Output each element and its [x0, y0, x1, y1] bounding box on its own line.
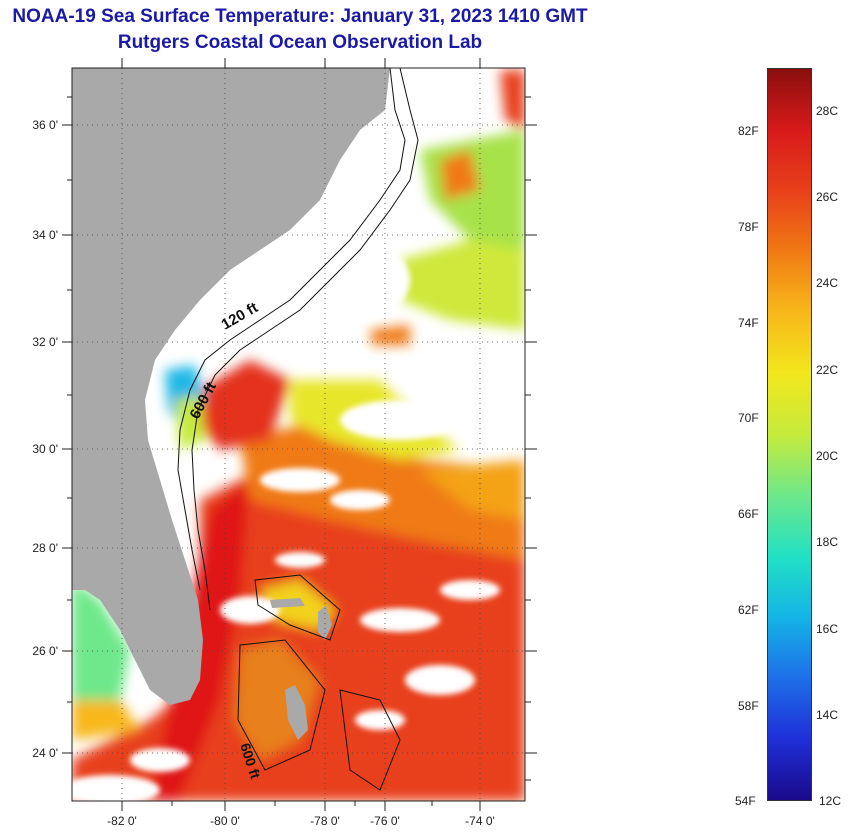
- colorbar-label-70f: 70F: [738, 411, 759, 425]
- colorbar-label-26c: 26C: [816, 190, 839, 204]
- colorbar-label-62f: 62F: [738, 603, 759, 617]
- lon-label-82: -82 0': [107, 814, 137, 828]
- colorbar-label-74f: 74F: [738, 316, 759, 330]
- colorbar-label-78f: 78F: [738, 220, 759, 234]
- lat-label-28: 28 0': [32, 541, 58, 555]
- colorbar-label-22c: 22C: [816, 363, 839, 377]
- axis-ticks: [62, 58, 537, 811]
- minor-ticks: [67, 96, 531, 806]
- lat-label-26: 26 0': [32, 644, 58, 658]
- lon-label-74: -74 0': [465, 814, 495, 828]
- lat-label-24: 24 0': [32, 746, 58, 760]
- lat-label-34: 34 0': [32, 228, 58, 242]
- lon-label-80: -80 0': [210, 814, 240, 828]
- colorbar-label-14c: 14C: [816, 708, 839, 722]
- sst-field: [72, 70, 525, 801]
- colorbar-label-82f: 82F: [738, 124, 759, 138]
- colorbar-label-58f: 58F: [738, 699, 759, 713]
- bahamas-abaco: [318, 605, 332, 640]
- lat-label-30: 30 0': [32, 442, 58, 456]
- map-title: NOAA-19 Sea Surface Temperature: January…: [12, 6, 588, 27]
- bahamas-andros: [285, 685, 308, 740]
- gridlines: [72, 68, 525, 801]
- map-subtitle: Rutgers Coastal Ocean Observation Lab: [117, 32, 483, 53]
- colorbar-label-24c: 24C: [816, 276, 839, 290]
- temperature-colorbar: [767, 68, 812, 801]
- lat-label-32: 32 0': [32, 335, 58, 349]
- land-mass: [72, 68, 390, 705]
- colorbar-label-20c: 20C: [816, 449, 839, 463]
- map-plot-area: [72, 68, 525, 801]
- lon-label-78: -78 0': [310, 814, 340, 828]
- colorbar-label-28c: 28C: [816, 104, 839, 118]
- lat-label-36: 36 0': [32, 118, 58, 132]
- colorbar-label-16c: 16C: [816, 622, 839, 636]
- colorbar-label-66f: 66F: [738, 507, 759, 521]
- colorbar-label-12c: 12C: [819, 794, 842, 808]
- bathymetry-contours: [177, 68, 419, 791]
- lon-label-76: -76 0': [370, 814, 400, 828]
- map-frame: [71, 67, 526, 802]
- bahamas-grand: [270, 598, 305, 608]
- colorbar-label-54f: 54F: [735, 794, 756, 808]
- colorbar-label-18c: 18C: [816, 535, 839, 549]
